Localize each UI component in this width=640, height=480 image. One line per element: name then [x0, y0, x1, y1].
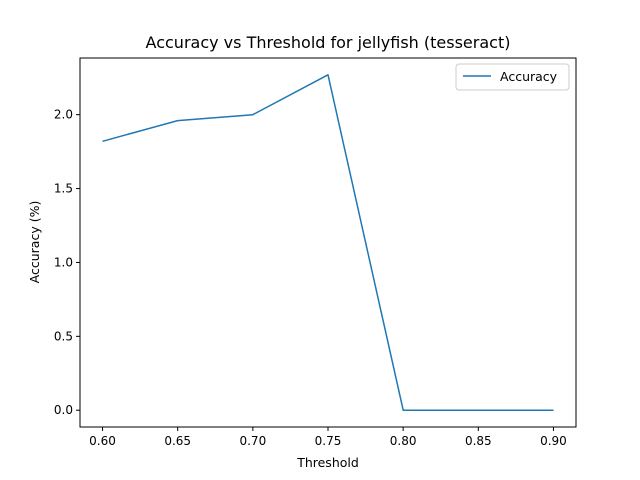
x-axis: 0.60 0.65 0.70 0.75 0.80 0.85 0.90	[89, 427, 567, 448]
y-axis: 0.0 0.5 1.0 1.5 2.0	[54, 108, 80, 417]
x-tick-label: 0.75	[315, 434, 342, 448]
data-point	[552, 409, 555, 412]
series-line-0	[102, 74, 554, 411]
data-point	[251, 113, 254, 116]
chart-title: Accuracy vs Threshold for jellyfish (tes…	[146, 33, 511, 52]
plot-frame	[79, 57, 577, 428]
plot-area	[79, 57, 577, 428]
data-point	[101, 140, 104, 143]
x-tick-label: 0.85	[465, 434, 492, 448]
data-point	[176, 119, 179, 122]
y-tick-label: 2.0	[54, 108, 73, 122]
x-tick-label: 0.90	[540, 434, 567, 448]
x-tick-label: 0.80	[390, 434, 417, 448]
x-tick-label: 0.60	[89, 434, 116, 448]
legend: Accuracy	[455, 63, 570, 91]
y-tick-label: 1.5	[54, 182, 73, 196]
data-point	[402, 409, 405, 412]
y-tick-label: 0.5	[54, 329, 73, 343]
legend-box	[455, 63, 570, 91]
data-point	[327, 73, 330, 76]
x-tick-label: 0.65	[164, 434, 191, 448]
data-point	[477, 409, 480, 412]
y-tick-label: 1.0	[54, 255, 73, 269]
y-axis-label: Accuracy (%)	[27, 201, 42, 284]
x-axis-label: Threshold	[296, 455, 359, 470]
y-tick-label: 0.0	[54, 403, 73, 417]
x-tick-label: 0.70	[239, 434, 266, 448]
legend-series-label: Accuracy	[500, 69, 558, 84]
